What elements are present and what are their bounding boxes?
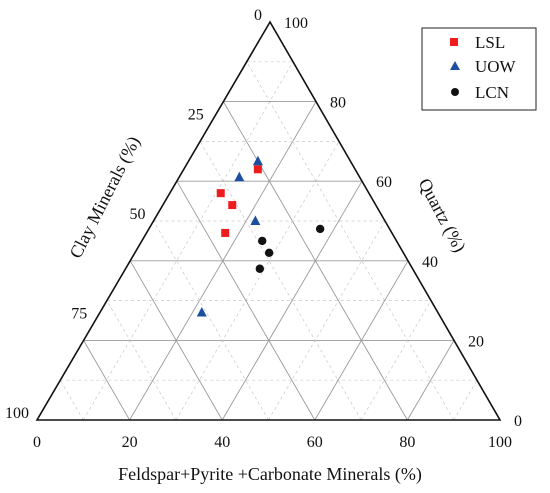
bottom-tick-label: 80 — [399, 434, 415, 451]
triangle-outline — [35, 20, 502, 421]
gridline-clay — [106, 300, 177, 421]
triangle-frame — [35, 20, 502, 421]
point-lcn — [255, 264, 265, 273]
point-uow — [250, 215, 261, 225]
gridline-feldspar — [268, 220, 386, 421]
legend-label-uow: UOW — [475, 57, 517, 76]
point-lsl — [221, 228, 230, 237]
right-tick-label: 60 — [376, 174, 392, 191]
point-uow — [252, 155, 263, 166]
legend-label-lcn: LCN — [475, 83, 509, 102]
right-tick-label: 0 — [514, 413, 522, 430]
legend-label-lsl: LSL — [475, 33, 505, 52]
gridline-clay — [176, 180, 316, 421]
bottom-tick-label: 0 — [33, 434, 41, 451]
left-tick-label: 50 — [130, 206, 146, 223]
gridline-clay — [199, 141, 362, 421]
right-tick-label: 40 — [422, 254, 438, 271]
bottom-tick-label: 20 — [122, 434, 138, 451]
bottom-tick-label: 100 — [488, 434, 512, 451]
bottom-axis-title: Feldspar+Pyrite +Carbonate Minerals (%) — [118, 464, 422, 485]
point-uow — [234, 171, 245, 182]
legend-marker-lsl — [450, 38, 458, 46]
gridline-feldspar — [221, 180, 363, 421]
gridline-feldspar — [360, 300, 432, 421]
legend: LSL UOW LCN — [421, 27, 537, 111]
point-lsl — [253, 165, 262, 174]
point-uow — [196, 307, 207, 317]
left-tick-label: 75 — [71, 306, 87, 323]
gridline-clay — [153, 220, 269, 421]
gridline-clay — [83, 340, 130, 421]
left-tick-label: 0 — [254, 7, 262, 24]
left-tick-label: 100 — [5, 405, 29, 422]
data-points — [196, 155, 325, 317]
point-lsl — [216, 189, 225, 198]
right-axis-title: Quartz (%) — [414, 175, 470, 256]
legend-box — [421, 27, 537, 111]
gridline-clay — [59, 380, 84, 421]
bottom-tick-label: 40 — [214, 434, 230, 451]
bottom-tick-label: 60 — [307, 434, 323, 451]
point-lcn — [258, 236, 267, 246]
point-lcn — [315, 224, 325, 234]
grid-layer — [59, 61, 478, 421]
gridline-feldspar — [314, 260, 409, 421]
gridline-clay — [246, 61, 455, 421]
gridline-feldspar — [453, 380, 478, 421]
left-tick-label: 25 — [188, 107, 204, 124]
right-tick-label: 20 — [468, 333, 484, 350]
gridline-feldspar — [175, 141, 340, 421]
point-lcn — [264, 248, 274, 258]
point-lsl — [228, 201, 237, 210]
legend-marker-lcn — [451, 88, 459, 96]
legend-marker-uow — [450, 61, 460, 70]
gridline-feldspar — [407, 340, 455, 421]
left-axis-title: Clay Minerals (%) — [65, 133, 145, 262]
gridline-clay — [129, 260, 223, 421]
right-tick-label: 80 — [330, 95, 346, 112]
right-tick-label: 100 — [284, 15, 308, 32]
